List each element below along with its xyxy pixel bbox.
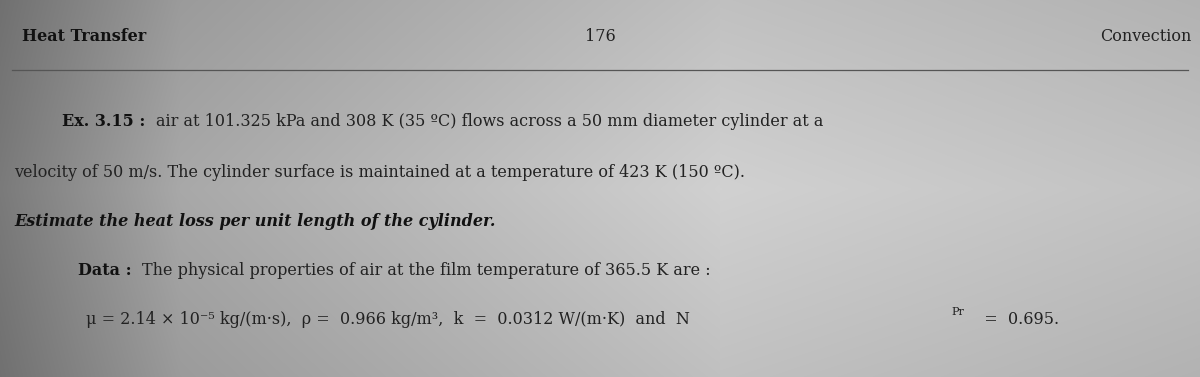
Text: μ = 2.14 × 10⁻⁵ kg/(m·s),  ρ =  0.966 kg/m³,  k  =  0.0312 W/(m·K)  and  N: μ = 2.14 × 10⁻⁵ kg/(m·s), ρ = 0.966 kg/m… [86, 311, 690, 328]
Text: Heat Transfer: Heat Transfer [22, 28, 146, 45]
Text: air at 101.325 kPa and 308 K (35 ºC) flows across a 50 mm diameter cylinder at a: air at 101.325 kPa and 308 K (35 ºC) flo… [156, 113, 823, 130]
Text: 176: 176 [584, 28, 616, 45]
Text: =  0.695.: = 0.695. [974, 311, 1060, 328]
Text: Ex. 3.15 :: Ex. 3.15 : [62, 113, 145, 130]
Text: The physical properties of air at the film temperature of 365.5 K are :: The physical properties of air at the fi… [142, 262, 710, 279]
Text: velocity of 50 m/s. The cylinder surface is maintained at a temperature of 423 K: velocity of 50 m/s. The cylinder surface… [14, 164, 745, 181]
Text: Estimate the heat loss per unit length of the cylinder.: Estimate the heat loss per unit length o… [14, 213, 496, 230]
Text: Convection: Convection [1100, 28, 1192, 45]
Text: Data :: Data : [78, 262, 132, 279]
Text: Pr: Pr [952, 307, 965, 317]
